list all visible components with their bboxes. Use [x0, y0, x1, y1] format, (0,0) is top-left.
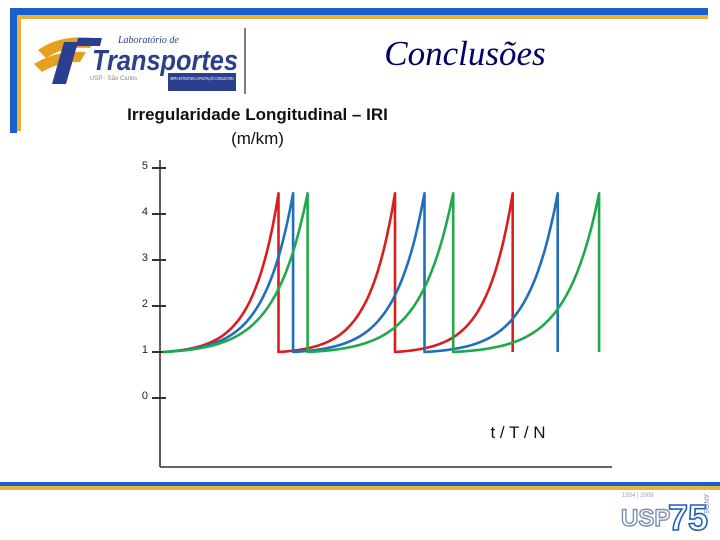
usp-text: USP	[621, 505, 670, 532]
usp-75-number: 75	[668, 497, 708, 534]
logo-sub-text: USP · São Carlos	[90, 76, 137, 82]
y-tick-label: 0	[142, 390, 148, 402]
logo-main-text: Transportes	[92, 45, 238, 77]
series-line-2	[162, 192, 559, 354]
footer-bar-blue	[0, 482, 720, 486]
header-bar-blue-top	[10, 8, 708, 15]
footer-bar-gold	[0, 486, 720, 490]
y-tick-label: 4	[142, 206, 148, 218]
y-tick-label: 2	[142, 298, 148, 310]
x-axis-label: t / T / N	[490, 423, 545, 442]
header-bar-gold-left	[17, 19, 21, 131]
series-line-1	[162, 192, 514, 354]
series-line-3	[162, 192, 601, 354]
lab-transportes-logo: Laboratório de Transportes USP · São Car…	[30, 28, 246, 94]
header-bar-blue-left	[10, 8, 17, 133]
chart-title-line1: Irregularidade Longitudinal – IRI	[127, 105, 388, 124]
usp-anos-text: ANOS	[702, 494, 709, 514]
usp-years-text: 1934 | 2009	[622, 493, 654, 499]
y-tick-label: 3	[142, 252, 148, 264]
logo-top-text: Laboratório de	[117, 35, 179, 46]
usp-75-logo: 1934 | 2009 USP 75 ANOS	[618, 488, 712, 539]
logo-tag-text: INFRA-ESTRUTURA CAPACITAÇÃO CONSULTORIA	[170, 75, 234, 81]
y-tick-label: 1	[142, 344, 148, 356]
y-tick-label: 5	[142, 160, 148, 172]
chart-title: Irregularidade Longitudinal – IRI (m/km)	[100, 103, 415, 151]
header-bar-gold-top	[10, 15, 708, 19]
chart-title-line2: (m/km)	[231, 129, 284, 148]
slide-title: Conclusões	[384, 34, 546, 73]
